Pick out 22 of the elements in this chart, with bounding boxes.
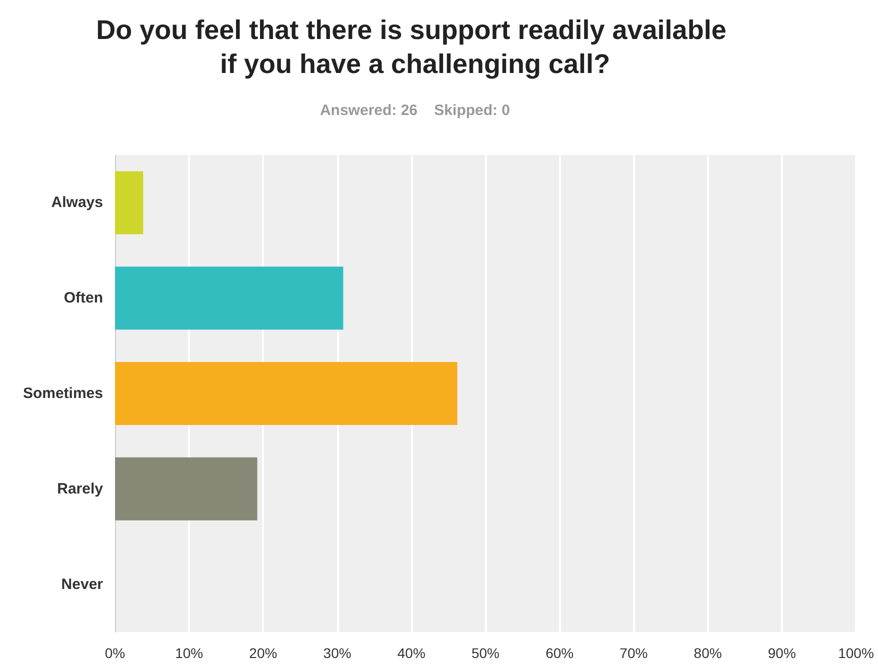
bar	[115, 362, 458, 425]
y-tick-label: Always	[51, 194, 103, 212]
x-tick-label: 80%	[694, 645, 722, 661]
y-tick-label: Often	[64, 290, 103, 307]
x-tick-label: 70%	[620, 645, 648, 661]
y-tick-label: Sometimes	[22, 385, 103, 402]
x-tick-label: 20%	[249, 645, 278, 661]
x-tick-label: 90%	[768, 645, 796, 661]
x-tick-label: 10%	[175, 645, 204, 661]
bar	[115, 171, 144, 234]
x-tick-label: 0%	[104, 645, 126, 661]
x-tick-label: 40%	[397, 645, 426, 661]
x-tick-label: 60%	[546, 645, 574, 661]
bar	[115, 266, 344, 330]
y-tick-label: Never	[61, 576, 104, 593]
chart-subtitle: Answered: 26 Skipped: 0	[320, 102, 510, 119]
x-tick-label: 100%	[838, 645, 874, 661]
x-tick-label: 30%	[323, 645, 352, 661]
y-tick-label: Rarely	[57, 480, 104, 498]
chart-title: Do you feel that there is support readily available if you have a challenging call?	[96, 15, 734, 79]
x-tick-label: 50%	[471, 645, 500, 661]
bar	[115, 457, 258, 520]
